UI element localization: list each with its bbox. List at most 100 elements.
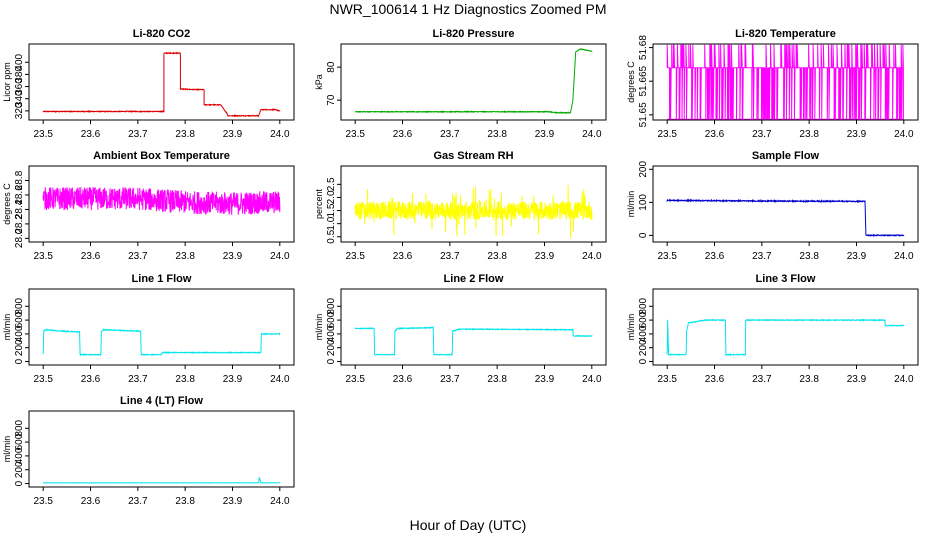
panel-title: Ambient Box Temperature — [93, 150, 230, 162]
panel-title: Line 2 Flow — [444, 273, 504, 285]
x-tick-label: 23.6 — [81, 374, 101, 385]
x-tick-label: 24.0 — [894, 129, 914, 140]
x-tick-label: 24.0 — [270, 251, 290, 262]
y-axis-label: degrees C — [626, 61, 636, 103]
y-tick-label: 400 — [14, 447, 25, 464]
x-tick-label: 23.8 — [175, 496, 195, 507]
panel-title: Sample Flow — [752, 150, 820, 162]
y-tick-label: 800 — [638, 297, 649, 314]
chart-panel-2: Li-820 Pressure 23.5 23.6 23.7 23.8 23.9 24.0 7… — [314, 28, 607, 140]
series-line — [42, 327, 281, 357]
y-tick-label: 28.8 — [14, 170, 25, 190]
y-tick-label: 0.5 — [326, 229, 337, 243]
y-tick-label: 800 — [14, 419, 25, 436]
x-tick-label: 24.0 — [582, 374, 602, 385]
x-tick-label: 23.9 — [223, 374, 243, 385]
plot-frame — [28, 410, 295, 488]
x-tick-label: 23.7 — [752, 374, 772, 385]
x-tick-label: 23.9 — [535, 129, 555, 140]
x-tick-label: 24.0 — [582, 129, 602, 140]
chart-panel-3: Li-820 Temperature 23.5 23.6 23.7 23.8 23.9 24… — [626, 28, 919, 140]
y-tick-label: 28.4 — [14, 199, 25, 219]
x-tick-label: 24.0 — [270, 374, 290, 385]
y-tick-label: 51.65 — [638, 102, 649, 127]
x-axis-title: Hour of Day (UTC) — [409, 517, 527, 533]
y-tick-label: 200 — [638, 339, 649, 356]
plot-frame — [652, 288, 919, 366]
y-axis-label: degrees C — [2, 183, 12, 225]
x-tick-label: 23.7 — [128, 374, 148, 385]
y-tick-label: 400 — [14, 53, 25, 70]
x-tick-label: 23.8 — [799, 251, 819, 262]
series-line — [354, 48, 593, 115]
x-tick-label: 23.5 — [33, 496, 53, 507]
x-tick-label: 23.7 — [440, 374, 460, 385]
y-tick-label: 51.665 — [638, 65, 649, 96]
x-tick-label: 24.0 — [270, 129, 290, 140]
x-tick-label: 23.7 — [440, 129, 460, 140]
y-tick-label: 200 — [14, 339, 25, 356]
plot-frame — [652, 43, 919, 121]
y-tick-label: 200 — [14, 461, 25, 478]
y-tick-label: 800 — [14, 297, 25, 314]
y-tick-label: 380 — [14, 66, 25, 83]
y-tick-label: 200 — [326, 339, 337, 356]
series-line — [42, 51, 281, 118]
chart-panel-7: Line 1 Flow 23.5 23.6 23.7 23.8 23.9 24.0 0 2004… — [2, 273, 295, 385]
chart-panel-5: Gas Stream RH 23.5 23.6 23.7 23.8 23.9 24.0 0.5… — [314, 150, 607, 262]
y-tick-label: 70 — [326, 94, 337, 106]
y-tick-label: 28.6 — [14, 185, 25, 205]
chart-panel-1: Li-820 CO2 23.5 23.6 23.7 23.8 23.9 24.0 320340… — [2, 28, 295, 140]
x-tick-label: 23.9 — [223, 129, 243, 140]
y-tick-label: 2.5 — [326, 177, 337, 191]
y-tick-label: 600 — [326, 311, 337, 328]
x-tick-label: 23.5 — [657, 251, 677, 262]
x-tick-label: 23.8 — [175, 374, 195, 385]
y-tick-label: 28.2 — [14, 214, 25, 234]
x-tick-label: 24.0 — [270, 496, 290, 507]
chart-panel-4: Ambient Box Temperature 23.5 23.6 23.7 23.8 2… — [2, 150, 295, 262]
x-tick-label: 23.9 — [223, 496, 243, 507]
y-tick-label: 200 — [638, 161, 649, 178]
series-line — [666, 44, 904, 120]
chart-panel-6: Sample Flow 23.5 23.6 23.7 23.8 23.9 24.0 0 100 2… — [626, 150, 919, 262]
x-tick-label: 23.5 — [345, 374, 365, 385]
x-tick-label: 23.7 — [752, 129, 772, 140]
x-tick-label: 23.5 — [33, 129, 53, 140]
x-tick-label: 23.7 — [752, 251, 772, 262]
y-tick-label: 400 — [326, 325, 337, 342]
page-title: NWR_100614 1 Hz Diagnostics Zoomed PM — [329, 1, 607, 17]
x-tick-label: 23.7 — [128, 496, 148, 507]
y-tick-label: 0 — [14, 480, 25, 486]
x-tick-label: 23.5 — [345, 129, 365, 140]
y-axis-label: percent — [314, 188, 324, 219]
y-tick-label: 28.0 — [14, 228, 25, 248]
plot-frame — [340, 165, 607, 243]
y-tick-label: 51.68 — [638, 35, 649, 60]
x-tick-label: 23.7 — [440, 251, 460, 262]
x-tick-label: 24.0 — [894, 374, 914, 385]
y-tick-label: 600 — [14, 311, 25, 328]
series-line — [354, 185, 593, 238]
y-axis-label: ml/min — [626, 191, 636, 218]
x-tick-label: 23.9 — [535, 251, 555, 262]
panel-title: Gas Stream RH — [433, 150, 513, 162]
x-tick-label: 23.6 — [393, 374, 413, 385]
panel-title: Line 3 Flow — [756, 273, 816, 285]
x-tick-label: 24.0 — [582, 251, 602, 262]
x-tick-label: 23.6 — [705, 129, 725, 140]
x-tick-label: 23.9 — [847, 129, 867, 140]
y-axis-label: ml/min — [314, 314, 324, 341]
y-tick-label: 360 — [14, 78, 25, 95]
x-tick-label: 23.8 — [799, 129, 819, 140]
y-tick-label: 600 — [638, 311, 649, 328]
y-tick-label: 0 — [638, 232, 649, 238]
y-tick-label: 400 — [14, 325, 25, 342]
y-tick-label: 1.5 — [326, 203, 337, 217]
x-tick-label: 23.7 — [128, 251, 148, 262]
x-tick-label: 23.5 — [657, 129, 677, 140]
y-tick-label: 800 — [326, 297, 337, 314]
plot-frame — [28, 288, 295, 366]
x-tick-label: 23.5 — [657, 374, 677, 385]
